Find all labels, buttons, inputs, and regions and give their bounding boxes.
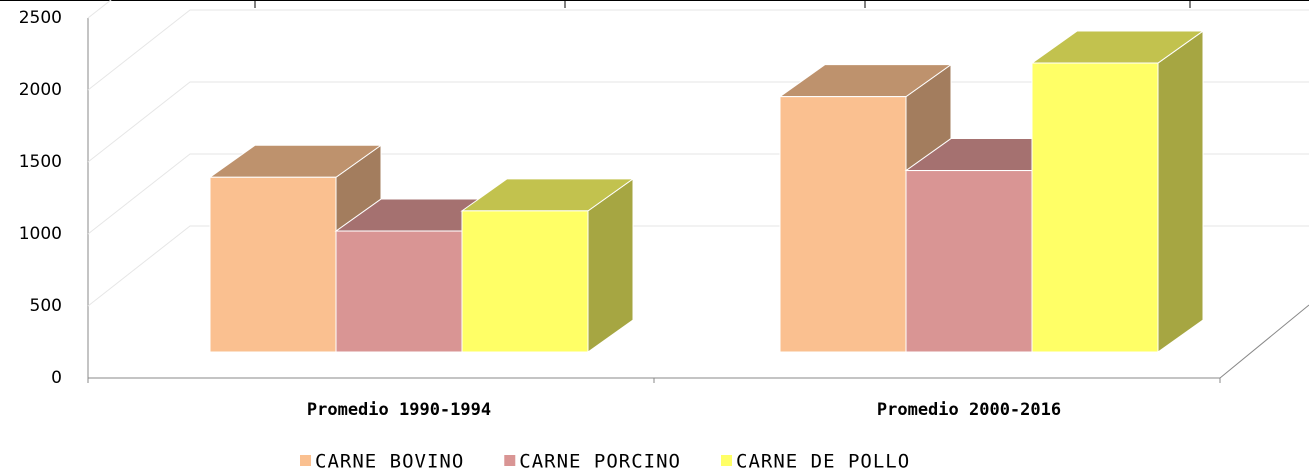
bar-front — [779, 96, 907, 353]
y-tick-label: 2000 — [19, 80, 62, 100]
y-tick-label: 0 — [51, 368, 62, 388]
x-tick-label: Promedio 2000-2016 — [877, 400, 1061, 420]
y-tick-label: 1500 — [19, 152, 62, 172]
legend-label: CARNE DE POLLO — [736, 451, 910, 472]
legend-swatch — [300, 455, 311, 466]
bar-front — [905, 170, 1033, 353]
grid-line — [87, 0, 112, 19]
bar — [1030, 30, 1205, 353]
axes — [87, 18, 1309, 383]
bar-side — [1157, 30, 1204, 353]
bar-front — [461, 210, 589, 353]
bar-front — [335, 230, 463, 353]
legend-label: CARNE PORCINO — [519, 451, 681, 472]
legend-label: CARNE BOVINO — [315, 451, 464, 472]
y-tick-label: 500 — [30, 296, 62, 316]
y-tick-label: 1000 — [19, 224, 62, 244]
x-tick-label: Promedio 1990-1994 — [307, 400, 491, 420]
y-tick-label: 2500 — [19, 8, 62, 28]
bar-front — [209, 176, 337, 353]
bar-front — [1031, 62, 1159, 353]
legend-swatch — [721, 455, 732, 466]
table-lines — [0, 0, 1309, 8]
legend-swatch — [504, 455, 516, 466]
grid-line — [87, 9, 1309, 91]
bar — [460, 177, 635, 353]
